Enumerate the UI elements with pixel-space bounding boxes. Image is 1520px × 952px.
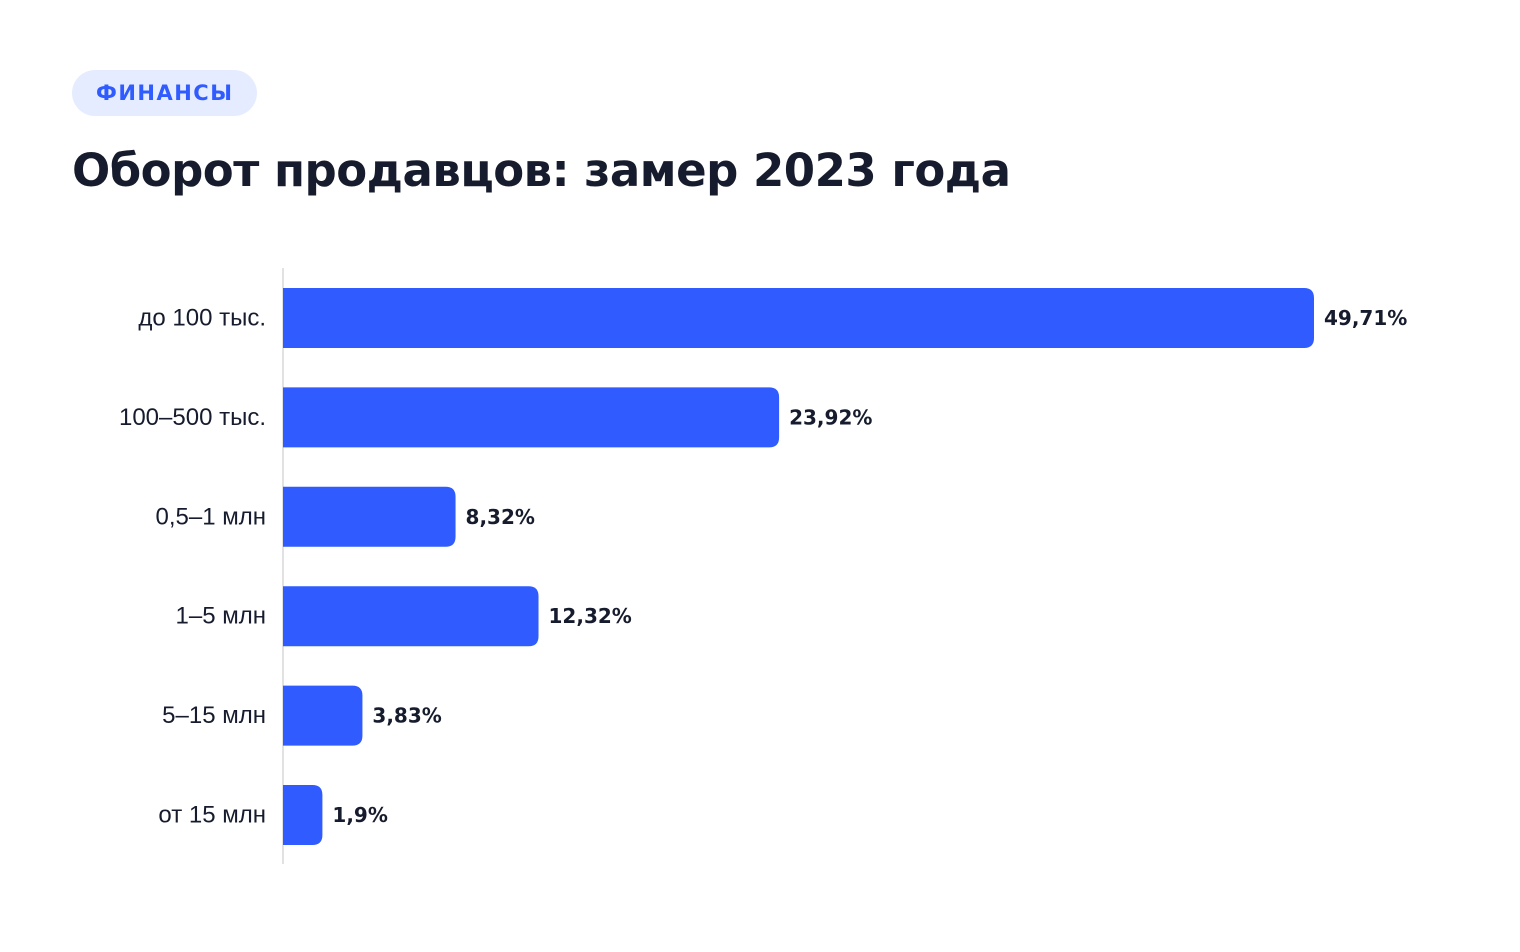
value-label: 23,92%	[789, 405, 872, 429]
bar	[283, 785, 323, 845]
category-label: 100–500 тыс.	[119, 404, 266, 431]
bar	[283, 288, 1314, 348]
bar	[283, 486, 456, 547]
category-tag-label: ФИНАНСЫ	[96, 81, 234, 105]
category-label: до 100 тыс.	[138, 305, 266, 332]
bar	[283, 685, 363, 746]
value-label: 8,32%	[466, 505, 535, 529]
category-label: 0,5–1 млн	[156, 503, 266, 530]
value-label: 49,71%	[1324, 306, 1407, 330]
value-label: 12,32%	[549, 604, 632, 628]
value-label: 3,83%	[372, 704, 441, 728]
category-tag: ФИНАНСЫ	[72, 70, 258, 116]
value-label: 1,9%	[332, 803, 387, 827]
category-label: 5–15 млн	[162, 702, 266, 729]
page-title: Оборот продавцов: замер 2023 года	[72, 144, 1011, 197]
bar	[283, 387, 780, 448]
bar	[283, 586, 539, 647]
category-label: от 15 млн	[158, 802, 266, 829]
category-label: 1–5 млн	[176, 603, 266, 630]
